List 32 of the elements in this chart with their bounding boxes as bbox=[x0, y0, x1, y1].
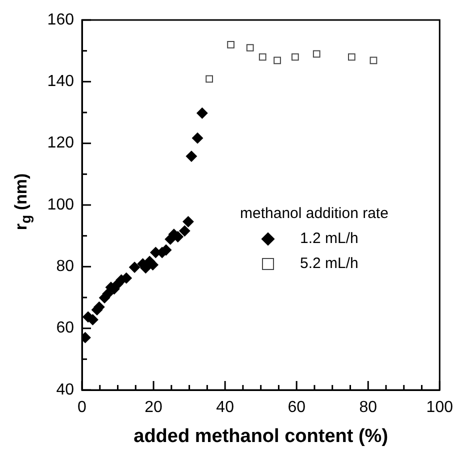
point bbox=[186, 150, 197, 162]
x-tick-label: 0 bbox=[78, 399, 87, 416]
point bbox=[179, 225, 190, 236]
point bbox=[192, 132, 204, 144]
point bbox=[206, 75, 214, 83]
y-tick-label: 80 bbox=[56, 258, 74, 276]
y-tick-label: 40 bbox=[56, 381, 74, 398]
y-tick-label: 120 bbox=[47, 134, 74, 152]
legend-title: methanol addition rate bbox=[240, 205, 388, 222]
point bbox=[196, 108, 208, 119]
point bbox=[129, 262, 140, 273]
point bbox=[274, 56, 281, 64]
point bbox=[291, 53, 299, 61]
point bbox=[227, 40, 234, 48]
x-tick-label: 20 bbox=[144, 399, 163, 416]
point bbox=[312, 50, 320, 58]
x-tick-label: 100 bbox=[426, 399, 454, 416]
x-tick-label: 80 bbox=[359, 399, 378, 416]
y-tick-label: 100 bbox=[47, 196, 74, 214]
legend-label: 1.2 mL/h bbox=[300, 230, 358, 247]
y-tick-label: 160 bbox=[47, 11, 74, 28]
point bbox=[246, 44, 254, 52]
x-tick-label: 40 bbox=[216, 399, 234, 416]
point bbox=[182, 216, 194, 228]
x-axis-title: added methanol content (%) bbox=[134, 426, 388, 447]
y-tick-label: 140 bbox=[47, 73, 74, 90]
y-tick-label: 60 bbox=[56, 320, 74, 337]
legend-label: 5.2 mL/h bbox=[300, 255, 358, 272]
point bbox=[258, 53, 266, 61]
point bbox=[348, 53, 356, 61]
x-tick-label: 60 bbox=[288, 399, 306, 416]
point bbox=[370, 56, 378, 64]
